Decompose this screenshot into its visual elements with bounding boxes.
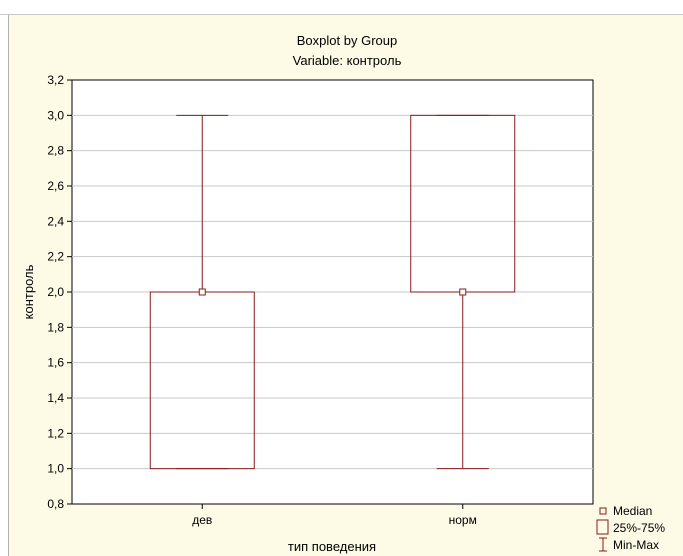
box-group [149, 114, 255, 470]
legend-box-icon [596, 519, 609, 535]
y-axis-ticks: 0,8 1,0 1,2 1,4 1,6 1,8 2,0 2,2 2,4 2,6 2,8 3,0 3,2 [47, 73, 72, 511]
legend-minmax-label: Min-Max [613, 538, 659, 552]
y-tick-label: 1,6 [47, 356, 64, 370]
x-axis-ticks: дев норм [192, 504, 477, 527]
y-tick-label: 1,0 [47, 462, 64, 476]
legend-median-icon [599, 507, 607, 515]
y-tick-label: 2,8 [47, 144, 64, 158]
y-tick-label: 2,0 [47, 285, 64, 299]
chart-title: Boxplot by Group [297, 33, 397, 48]
box-group [410, 114, 516, 470]
x-tick-label: дев [192, 513, 212, 527]
legend: Median 25%-75% Min-Max [596, 504, 665, 552]
y-tick-label: 0,8 [47, 497, 64, 511]
x-axis-label: тип поведения [288, 539, 376, 554]
y-tick-label: 2,2 [47, 250, 64, 264]
y-tick-label: 2,6 [47, 179, 64, 193]
median-marker [459, 288, 467, 296]
x-tick-label: норм [449, 513, 477, 527]
y-tick-label: 2,4 [47, 214, 64, 228]
grid-lines [72, 114, 593, 470]
window-top-strip [0, 0, 683, 15]
chart-subtitle: Variable: контроль [293, 53, 402, 68]
y-tick-label: 3,2 [47, 73, 64, 87]
legend-minmax-icon [599, 537, 607, 552]
legend-box-label: 25%-75% [613, 521, 665, 535]
boxes [149, 114, 516, 470]
median-marker [198, 288, 206, 296]
y-tick-label: 3,0 [47, 108, 64, 122]
legend-median-label: Median [613, 504, 652, 518]
y-tick-label: 1,8 [47, 320, 64, 334]
y-axis-label: контроль [21, 264, 36, 319]
y-tick-label: 1,4 [47, 391, 64, 405]
y-tick-label: 1,2 [47, 426, 64, 440]
